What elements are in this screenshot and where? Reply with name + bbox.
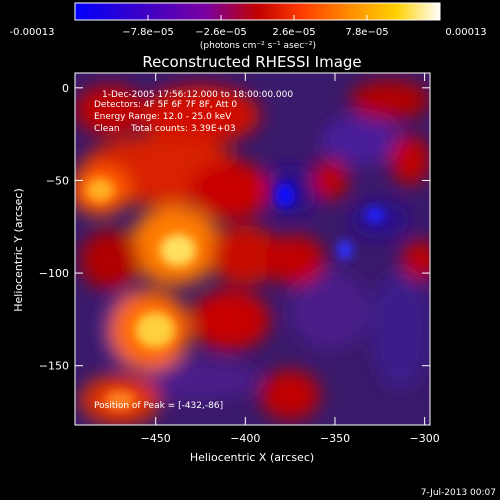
x-tick-label: −450 bbox=[141, 432, 171, 445]
x-tick-label: −350 bbox=[320, 432, 350, 445]
y-tick-label: −50 bbox=[46, 174, 69, 187]
annotation-time-range: 1-Dec-2005 17:56:12.000 to 18:00:00.000 bbox=[102, 90, 293, 100]
x-axis: −450 −400 −350 −300 bbox=[141, 73, 440, 445]
colorbar: -0.00013 −7.8e−05 −2.6e−05 2.6e−05 7.8e−05 0.… bbox=[10, 2, 487, 51]
x-axis-label: Heliocentric X (arcsec) bbox=[190, 451, 314, 464]
colorbar-tick-label: −7.8e−05 bbox=[122, 27, 174, 38]
heatmap-blobs-bright bbox=[86, 178, 385, 410]
y-tick-label: −150 bbox=[39, 360, 69, 373]
chart-title: Reconstructed RHESSI Image bbox=[142, 53, 361, 71]
y-tick-label: −100 bbox=[39, 267, 69, 280]
y-axis-label: Heliocentric Y (arcsec) bbox=[12, 188, 25, 312]
heatmap-image bbox=[75, 73, 430, 425]
colorbar-tick-label: 7.8e−05 bbox=[345, 27, 388, 38]
colorbar-tick-label: −2.6e−05 bbox=[195, 27, 247, 38]
timestamp: 7-Jul-2013 00:07 bbox=[421, 488, 496, 498]
y-tick-label: 0 bbox=[62, 82, 69, 95]
annotation-energy-range: Energy Range: 12.0 - 25.0 keV bbox=[94, 112, 232, 122]
annotation-clean-counts: Clean Total counts: 3.39E+03 bbox=[94, 124, 236, 134]
image-annotations: 1-Dec-2005 17:56:12.000 to 18:00:00.000 … bbox=[94, 90, 293, 411]
x-tick-label: −300 bbox=[410, 432, 440, 445]
annotation-detectors: Detectors: 4F 5F 6F 7F 8F, Att 0 bbox=[94, 100, 237, 110]
colorbar-ticks: -0.00013 −7.8e−05 −2.6e−05 2.6e−05 7.8e−05 0.… bbox=[10, 15, 487, 38]
colorbar-tick-label: 2.6e−05 bbox=[272, 27, 315, 38]
colorbar-tick-label: 0.00013 bbox=[445, 27, 486, 38]
colorbar-tick-label: -0.00013 bbox=[10, 27, 55, 38]
plot-frame bbox=[74, 72, 431, 426]
colorbar-gradient bbox=[75, 3, 440, 20]
peak-position-label: Position of Peak = [-432,-86] bbox=[94, 401, 223, 411]
x-tick-label: −400 bbox=[230, 432, 260, 445]
colorbar-units-label: (photons cm⁻² s⁻¹ asec⁻²) bbox=[200, 41, 316, 51]
y-axis: 0 −50 −100 −150 bbox=[39, 82, 430, 373]
colorbar-frame bbox=[74, 2, 441, 21]
